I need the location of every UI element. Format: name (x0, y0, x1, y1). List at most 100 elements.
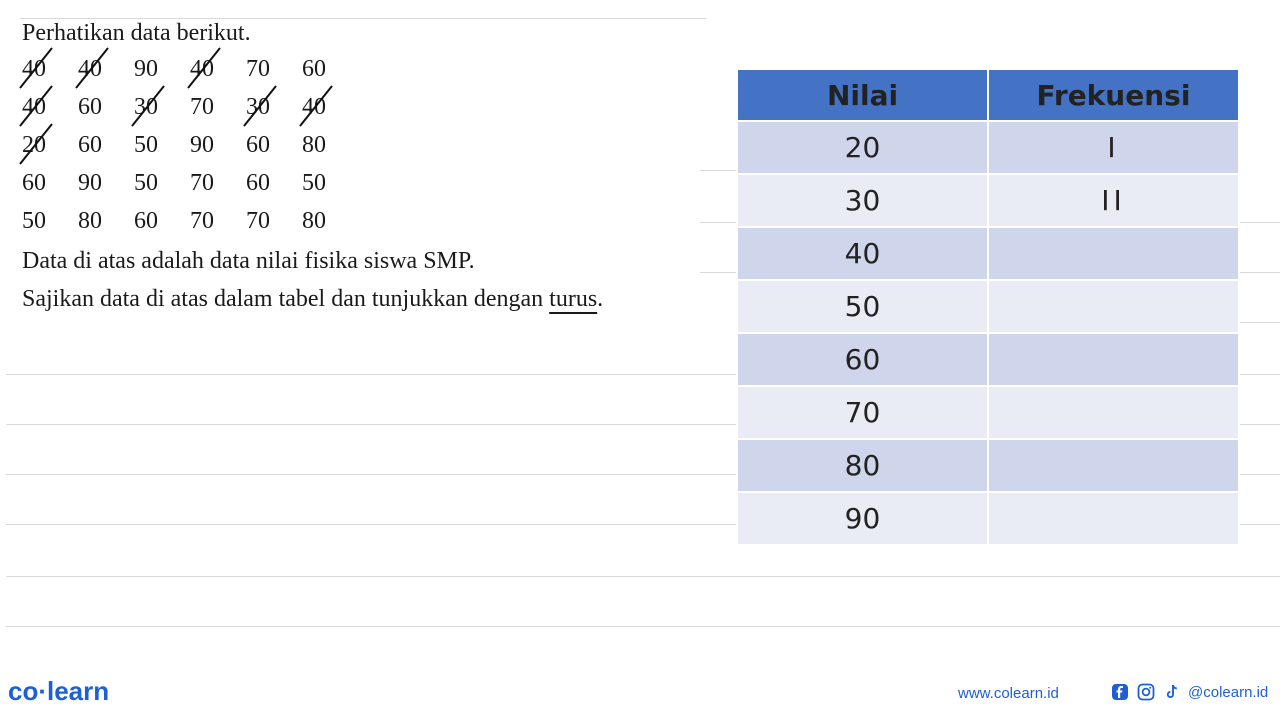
data-value: 70 (246, 208, 286, 235)
data-value: 80 (78, 208, 118, 235)
data-value: 70 (246, 56, 286, 83)
ruled-line (6, 374, 736, 375)
instruction-underlined-word: turus (549, 286, 598, 312)
strike-mark (187, 47, 221, 89)
data-value: 60 (134, 208, 174, 235)
ruled-line (700, 170, 736, 171)
header-frekuensi: Frekuensi (987, 68, 1240, 122)
ruled-line (6, 474, 736, 475)
data-value: 70 (190, 208, 230, 235)
data-value: 60 (78, 132, 118, 159)
data-row: 40 40 90 40 70 60 (19, 47, 362, 92)
table-row: 30 II (736, 173, 1240, 228)
data-value-text: 70 (190, 170, 214, 196)
data-value-text: 70 (246, 56, 270, 82)
nilai-cell: 30 (736, 173, 989, 228)
data-value: 90 (134, 56, 174, 83)
strike-mark (131, 85, 165, 127)
frekuensi-cell: I (987, 120, 1240, 175)
strike-mark (299, 85, 333, 127)
data-value: 90 (78, 170, 118, 197)
ruled-line (1240, 272, 1280, 273)
data-value-text: 60 (78, 94, 102, 120)
instruction-text: Sajikan data di atas dalam tabel dan tun… (22, 286, 603, 313)
data-row: 50 80 60 70 70 80 (22, 208, 362, 244)
social-links: @colearn.id (1110, 682, 1268, 702)
ruled-line (1240, 322, 1280, 323)
data-value-text: 50 (302, 170, 326, 196)
data-value: 50 (22, 208, 62, 235)
nilai-cell: 80 (736, 438, 989, 493)
description-text: Data di atas adalah data nilai fisika si… (22, 248, 475, 274)
data-value-text: 90 (78, 170, 102, 196)
data-value-text: 80 (302, 132, 326, 158)
frekuensi-cell (987, 385, 1240, 440)
data-value-text: 90 (190, 132, 214, 158)
header-nilai: Nilai (736, 68, 989, 122)
data-value-text: 50 (22, 208, 46, 234)
data-value-text: 60 (22, 170, 46, 196)
strike-mark (75, 47, 109, 89)
data-value: 40 (19, 47, 62, 89)
frekuensi-cell (987, 491, 1240, 546)
data-value-text: 60 (134, 208, 158, 234)
website-url: www.colearn.id (958, 685, 1059, 702)
ruled-line (700, 272, 736, 273)
table-row: 80 (736, 438, 1240, 493)
social-handle: @colearn.id (1188, 683, 1269, 701)
data-value-text: 90 (134, 56, 158, 82)
nilai-cell: 20 (736, 120, 989, 175)
data-value-text: 80 (78, 208, 102, 234)
data-value: 80 (302, 208, 342, 235)
ruled-line (6, 524, 736, 525)
data-value-text: 70 (190, 94, 214, 120)
data-value: 50 (302, 170, 342, 197)
colearn-logo: co·learn (8, 676, 110, 706)
strike-mark (19, 47, 53, 89)
data-row: 20 60 50 90 60 80 (19, 123, 362, 168)
ruled-line (700, 222, 736, 223)
frekuensi-cell (987, 438, 1240, 493)
ruled-line (1240, 222, 1280, 223)
nilai-cell: 40 (736, 226, 989, 281)
table-row: 90 (736, 491, 1240, 546)
table-row: 70 (736, 385, 1240, 440)
data-value-text: 50 (134, 170, 158, 196)
data-value-text: 60 (246, 132, 270, 158)
data-value-text: 70 (246, 208, 270, 234)
data-value: 60 (78, 94, 118, 121)
data-value-text: 80 (302, 208, 326, 234)
data-value: 80 (302, 132, 342, 159)
instagram-icon (1136, 682, 1156, 702)
nilai-cell: 50 (736, 279, 989, 334)
ruled-line (1240, 374, 1280, 375)
table-header-row: Nilai Frekuensi (736, 68, 1240, 122)
table-row: 60 (736, 332, 1240, 387)
data-value: 30 (131, 85, 174, 127)
data-value-text: 60 (302, 56, 326, 82)
data-row: 60 90 50 70 60 50 (22, 170, 362, 206)
nilai-cell: 60 (736, 332, 989, 387)
data-value: 60 (246, 170, 286, 197)
strike-mark (243, 85, 277, 127)
data-value: 40 (187, 47, 230, 89)
data-value: 50 (134, 132, 174, 159)
frekuensi-cell: II (987, 173, 1240, 228)
data-value: 60 (22, 170, 62, 197)
intro-text: Perhatikan data berikut. (22, 20, 251, 46)
instruction-suffix: . (597, 286, 604, 312)
frekuensi-cell (987, 279, 1240, 334)
data-value-text: 70 (190, 208, 214, 234)
table-row: 20 I (736, 120, 1240, 175)
data-value-text: 60 (78, 132, 102, 158)
frequency-table: Nilai Frekuensi 20 I 30 II 40 50 60 70 80 90 (736, 68, 1240, 546)
data-value-text: 50 (134, 132, 158, 158)
data-value: 30 (243, 85, 286, 127)
ruled-line (6, 576, 1280, 577)
nilai-cell: 70 (736, 385, 989, 440)
instruction-prefix: Sajikan data di atas dalam tabel dan tun… (22, 286, 550, 312)
data-value: 20 (19, 123, 62, 165)
data-value: 40 (19, 85, 62, 127)
data-value: 60 (246, 132, 286, 159)
data-value: 40 (299, 85, 342, 127)
